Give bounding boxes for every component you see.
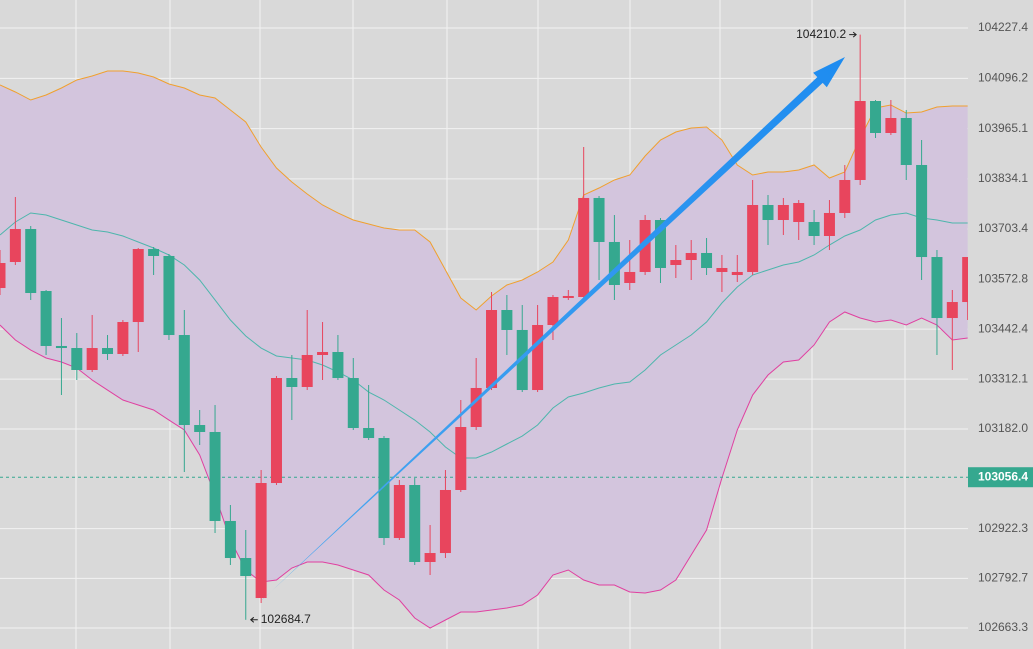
trend-arrow [261, 57, 845, 601]
candle-body [0, 263, 6, 289]
candle-body [55, 345, 67, 349]
candle-body [286, 378, 298, 387]
candle-body [562, 295, 574, 298]
candle-body [132, 249, 144, 323]
y-tick-label: 103834.1 [978, 171, 1028, 185]
candle-body [516, 329, 528, 391]
candle-body [194, 425, 206, 432]
candle-body [962, 257, 968, 303]
price-axis: 104227.4 104096.2 103965.1 103834.1 103703.4… [968, 20, 1033, 634]
candle-body [624, 271, 636, 283]
candle-body [71, 348, 83, 370]
candle-body [347, 378, 359, 428]
candle-body [470, 387, 482, 428]
candle-body [363, 427, 375, 439]
candle-body [224, 520, 236, 559]
candle-body [900, 118, 912, 165]
candle-body [916, 164, 928, 258]
candle-body [593, 197, 605, 242]
y-tick-label: 103965.1 [978, 121, 1028, 135]
y-tick-label: 103572.8 [978, 271, 1028, 285]
candle-body [332, 352, 344, 379]
candle-body [40, 291, 52, 346]
candle-body [747, 205, 759, 272]
candle-body [102, 348, 114, 354]
candle-body [578, 197, 590, 297]
candle-body [777, 205, 789, 221]
y-tick-label: 102663.3 [978, 620, 1028, 634]
candle-body [823, 212, 835, 236]
band-area [0, 71, 968, 629]
y-tick-label: 103442.4 [978, 321, 1028, 335]
candle-body [486, 309, 498, 388]
candle-body [9, 229, 21, 263]
candle-body [854, 101, 866, 180]
candle-body [870, 101, 882, 133]
candle-body [117, 322, 129, 354]
candle-body [885, 118, 897, 133]
candle-body [25, 229, 37, 294]
high-label: 104210.2 [796, 27, 846, 41]
candle-body [839, 179, 851, 213]
high-label-arrow [849, 31, 857, 38]
candle-body [378, 438, 390, 539]
upper-band-line [0, 70, 968, 311]
candle-body [685, 252, 697, 261]
candle-body [209, 431, 221, 521]
candle-body [393, 485, 405, 539]
candle-body [608, 241, 620, 285]
candle-body [424, 553, 436, 562]
y-tick-label: 103182.0 [978, 421, 1028, 435]
candle-body [178, 335, 190, 426]
middle-band-line [0, 212, 968, 459]
candle-body [86, 348, 98, 370]
candle-body [731, 271, 743, 276]
candle-body [439, 489, 451, 554]
y-tick-label: 103703.4 [978, 221, 1028, 235]
candle-body [255, 483, 267, 599]
y-tick-label: 102922.3 [978, 521, 1028, 535]
low-label-arrow [249, 616, 258, 623]
y-tick-label: 103312.1 [978, 371, 1028, 385]
candle-body [716, 267, 728, 272]
candle-body [301, 354, 313, 387]
candle-body [931, 257, 943, 319]
candle-body [762, 205, 774, 221]
candle-body [547, 296, 559, 325]
label-layer: 104210.2 102684.7 [249, 27, 857, 626]
candle-body [701, 252, 713, 268]
candle-body [946, 302, 958, 319]
y-tick-label: 104227.4 [978, 20, 1028, 34]
candle-body [163, 255, 175, 336]
candle-body [455, 427, 467, 490]
band-layer [0, 70, 968, 629]
candle-body [654, 220, 666, 268]
candle-body [409, 485, 421, 562]
candle-body [270, 378, 282, 484]
y-tick-label: 102792.7 [978, 571, 1028, 585]
candle-body [240, 558, 252, 576]
current-price-label: 103056.4 [978, 469, 1028, 483]
candle-body [317, 352, 329, 355]
candle-body [148, 249, 160, 256]
candle-body [501, 309, 513, 330]
current-price-box [968, 467, 1033, 488]
y-tick-label: 104096.2 [978, 71, 1028, 85]
low-label: 102684.7 [261, 612, 311, 626]
candle-body [670, 260, 682, 266]
candle-layer [0, 34, 968, 620]
candle-body [532, 324, 544, 391]
lower-band-line [0, 311, 968, 629]
candle-body [808, 221, 820, 236]
candle-body [793, 203, 805, 222]
